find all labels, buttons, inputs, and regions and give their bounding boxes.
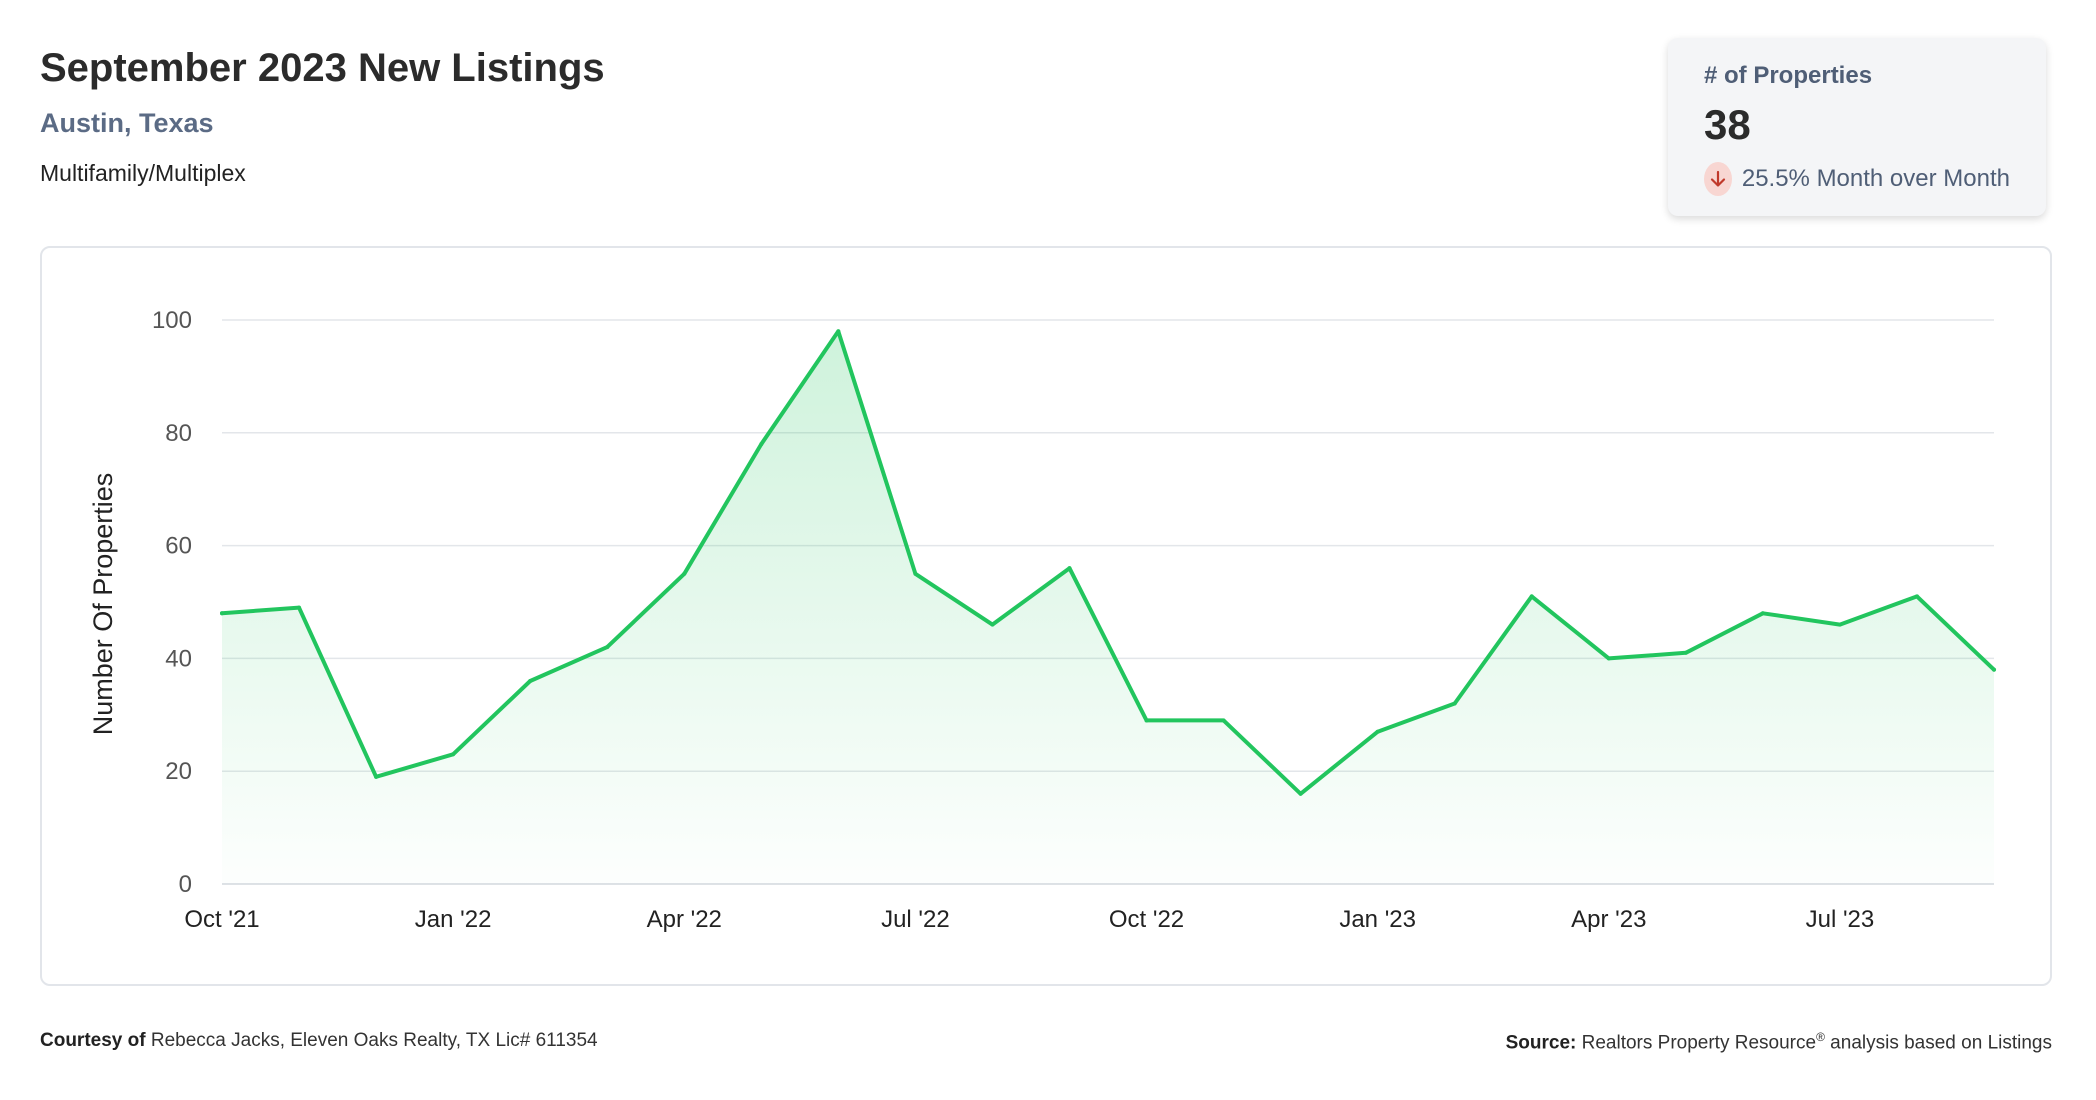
courtesy-footer: Courtesy of Rebecca Jacks, Eleven Oaks R…: [40, 1030, 598, 1052]
data-point: [1221, 718, 1226, 723]
registered-mark: ®: [1816, 1030, 1825, 1044]
x-tick-label: Apr '23: [1571, 906, 1646, 933]
data-point: [1298, 791, 1303, 796]
data-point: [1144, 718, 1149, 723]
y-axis-ticks: 0 20 40 60 80 100: [152, 307, 192, 898]
source-text: Realtors Property Resource: [1581, 1032, 1817, 1054]
y-tick-label: 80: [165, 420, 192, 447]
data-points: [220, 329, 1996, 796]
kpi-label: # of Properties: [1704, 62, 1873, 89]
page-title: September 2023 New Listings: [40, 46, 605, 90]
x-tick-label: Jan '23: [1339, 906, 1416, 933]
data-point: [1683, 650, 1688, 655]
kpi-change: 25.5% Month over Month: [1704, 162, 2010, 196]
data-point: [1760, 611, 1765, 616]
kpi-change-text: 25.5% Month over Month: [1741, 165, 2010, 192]
x-axis-ticks: Oct '21 Jan '22 Apr '22 Jul '22 Oct '22 Jan '…: [184, 906, 1874, 933]
data-point: [1067, 566, 1072, 571]
x-tick-label: Apr '22: [647, 906, 722, 933]
data-point: [1914, 594, 1919, 599]
data-point: [297, 605, 302, 610]
source-text-rest: analysis based on Listings: [1824, 1032, 2052, 1054]
new-listings-chart: 0 20 40 60 80 100 Oct '21 Jan '22 Apr '22 Jul '2…: [88, 307, 1996, 933]
data-point: [682, 571, 687, 576]
data-point: [836, 329, 841, 334]
y-tick-label: 100: [152, 307, 192, 334]
y-tick-label: 0: [179, 871, 192, 898]
courtesy-label: Courtesy of: [40, 1030, 146, 1051]
y-tick-label: 60: [165, 533, 192, 560]
y-axis-label: Number Of Properties: [88, 473, 118, 736]
location-subtitle: Austin, Texas: [40, 108, 214, 138]
kpi-card: # of Properties 38 25.5% Month over Mont…: [1668, 38, 2046, 216]
data-point: [1529, 594, 1534, 599]
data-point: [990, 622, 995, 627]
data-point: [528, 678, 533, 683]
data-point: [1606, 656, 1611, 661]
y-tick-label: 40: [165, 645, 192, 672]
x-tick-label: Oct '21: [184, 906, 259, 933]
data-point: [374, 774, 379, 779]
y-tick-label: 20: [165, 758, 192, 785]
x-tick-label: Jul '22: [881, 906, 950, 933]
data-point: [451, 752, 456, 757]
data-point: [220, 611, 224, 616]
arrow-down-icon: [1704, 162, 1732, 196]
data-point: [759, 442, 764, 447]
courtesy-text: Rebecca Jacks, Eleven Oaks Realty, TX Li…: [150, 1030, 598, 1051]
x-tick-label: Jan '22: [415, 906, 492, 933]
source-label: Source:: [1505, 1032, 1577, 1054]
data-point: [605, 645, 610, 650]
property-type-label: Multifamily/Multiplex: [40, 160, 246, 186]
data-point: [1452, 701, 1457, 706]
data-point: [1375, 729, 1380, 734]
data-point: [913, 571, 918, 576]
data-point: [1992, 667, 1996, 672]
series-line: [220, 329, 1996, 796]
x-tick-label: Jul '23: [1806, 906, 1875, 933]
series-area: [222, 331, 1994, 884]
chart-panel: 0 20 40 60 80 100 Oct '21 Jan '22 Apr '22 Jul '2…: [40, 246, 2052, 986]
x-tick-label: Oct '22: [1109, 906, 1184, 933]
kpi-value: 38: [1704, 101, 1751, 148]
source-footer: Source: Realtors Property Resource® anal…: [1506, 1030, 2052, 1054]
data-point: [1837, 622, 1842, 627]
